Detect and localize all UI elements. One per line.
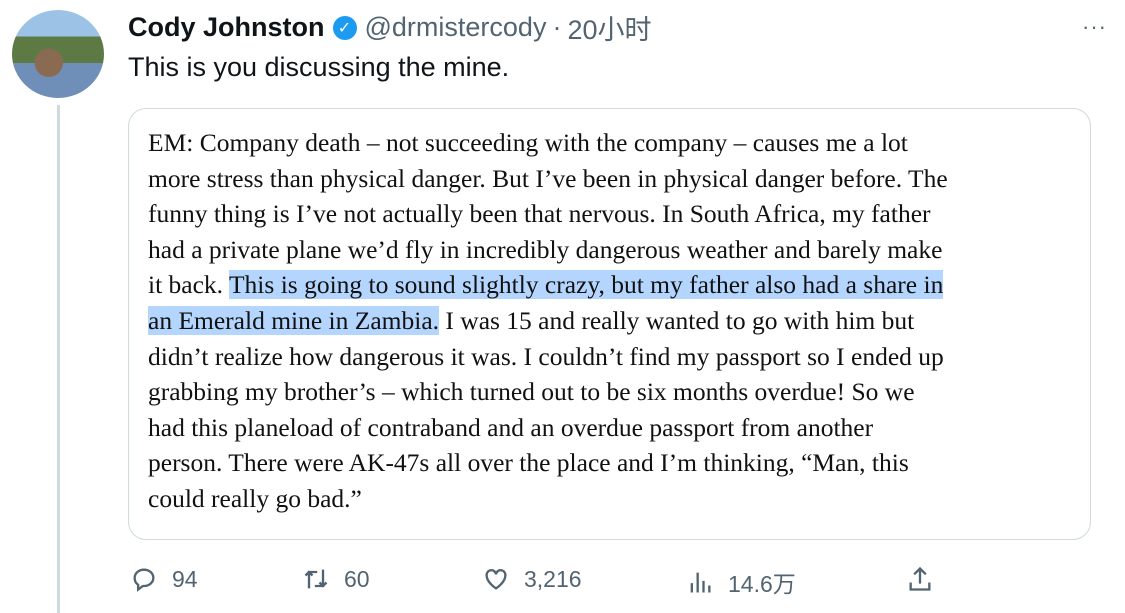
timestamp[interactable]: 20小时	[567, 15, 652, 45]
quote-text-segment: I was 15 and really wanted to go with hi…	[439, 305, 915, 335]
author-name[interactable]: Cody Johnston	[128, 12, 325, 42]
separator: ·	[552, 12, 562, 42]
like-button[interactable]: 3,216	[482, 565, 582, 593]
retweet-icon	[304, 569, 328, 589]
views-icon	[690, 572, 711, 593]
action-bar: 94 60 3,216 14.6万	[130, 565, 940, 605]
quote-line: more stress than physical danger. But I’…	[148, 161, 948, 197]
quote-line: didn’t realize how dangerous it was. I c…	[148, 339, 948, 375]
quote-text-segment: more stress than physical danger. But I’…	[148, 163, 948, 193]
quote-text-segment: it back.	[148, 270, 229, 300]
quoted-image-card[interactable]	[128, 108, 1091, 540]
share-icon	[909, 566, 931, 591]
highlighted-text: This is going to sound slightly crazy, b…	[228, 270, 944, 300]
quote-line: could really go bad.”	[148, 481, 948, 517]
views-button[interactable]: 14.6万	[686, 565, 796, 599]
quote-line: person. There were AK-47s all over the p…	[148, 445, 948, 481]
quote-line: EM: Company death – not succeeding with …	[148, 125, 948, 161]
more-options-icon[interactable]: ···	[1082, 14, 1107, 39]
retweet-button[interactable]: 60	[302, 565, 370, 593]
quote-text-segment: had this planeload of contraband and an …	[148, 412, 874, 442]
quote-line: had this planeload of contraband and an …	[148, 410, 948, 446]
quote-text-segment: had a private plane we’d fly in incredib…	[148, 234, 943, 264]
quote-text-segment: EM: Company death – not succeeding with …	[148, 128, 908, 157]
like-count: 3,216	[524, 565, 582, 592]
verified-badge-icon: ✓	[332, 15, 357, 40]
quote-text-segment: person. There were AK-47s all over the p…	[148, 448, 909, 478]
reply-button[interactable]: 94	[130, 565, 198, 593]
quote-line: grabbing my brother’s – which turned out…	[148, 374, 948, 410]
quote-line: had a private plane we’d fly in incredib…	[148, 232, 948, 268]
quote-text-segment: funny thing is I’ve not actually been th…	[148, 199, 931, 229]
heart-icon	[485, 569, 507, 590]
share-button[interactable]	[906, 565, 934, 593]
quote-text-segment: could really go bad.”	[148, 483, 362, 513]
tweet-header: Cody Johnston ✓ @drmistercody · 20小时	[128, 8, 652, 47]
retweet-count: 60	[344, 565, 370, 592]
avatar[interactable]	[12, 10, 104, 98]
reply-count: 94	[172, 565, 198, 592]
thread-line	[57, 105, 60, 613]
quote-text-segment: didn’t realize how dangerous it was. I c…	[148, 341, 944, 371]
tweet-text: This is you discussing the mine.	[128, 52, 510, 82]
author-handle[interactable]: @drmistercody	[364, 12, 547, 42]
highlighted-text: an Emerald mine in Zambia.	[148, 305, 440, 335]
quote-line: funny thing is I’ve not actually been th…	[148, 196, 948, 232]
quote-line: an Emerald mine in Zambia. I was 15 and …	[148, 303, 948, 339]
reply-icon	[133, 568, 155, 592]
view-count: 14.6万	[728, 571, 796, 597]
quoted-text: EM: Company death – not succeeding with …	[148, 125, 948, 517]
quote-line: it back. This is going to sound slightly…	[148, 267, 948, 303]
quote-text-segment: grabbing my brother’s – which turned out…	[148, 377, 915, 407]
